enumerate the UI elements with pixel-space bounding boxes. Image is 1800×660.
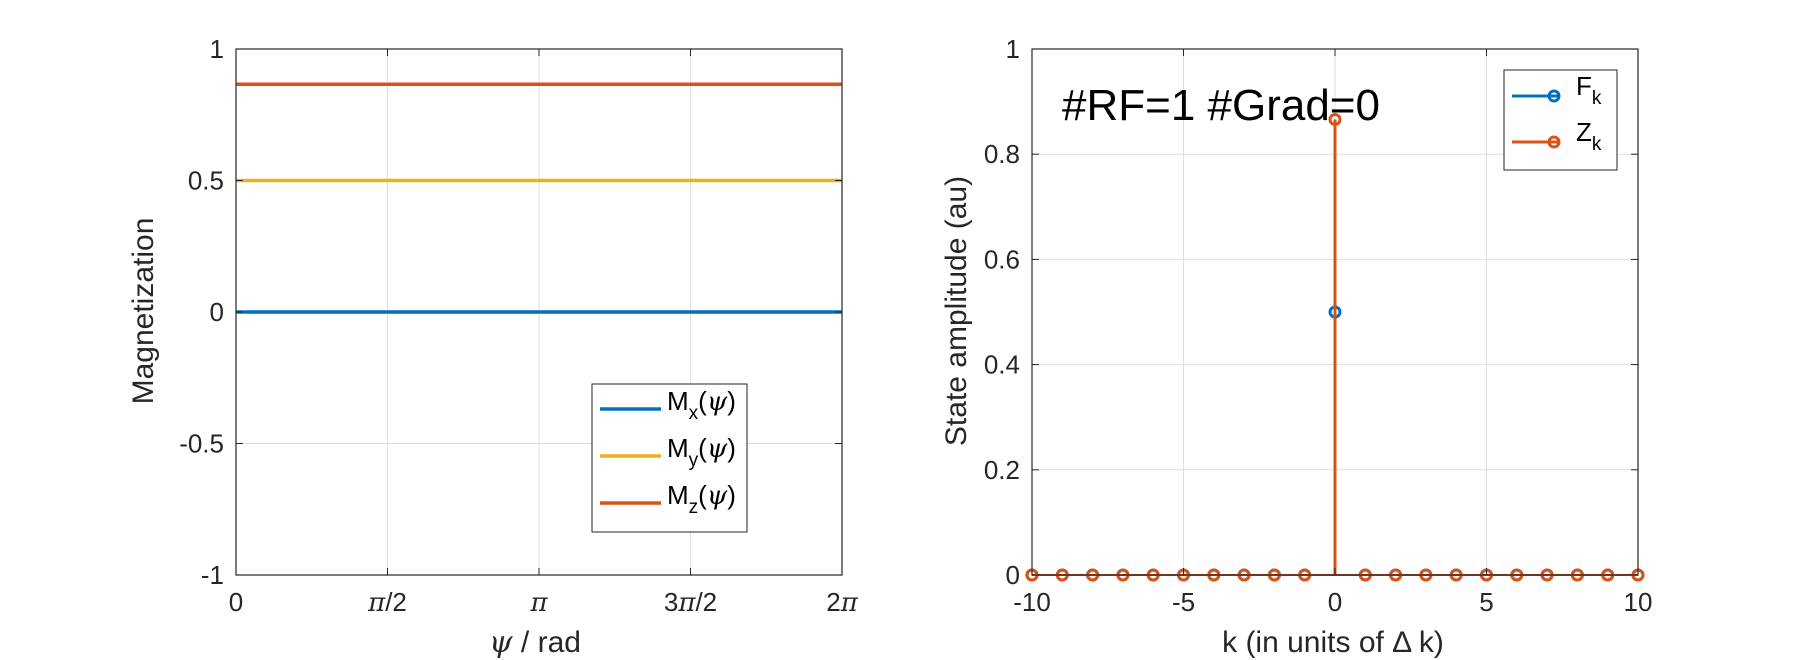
legend-label: Fk bbox=[1576, 71, 1602, 109]
state-amplitude-ticks: -10 -5 0 5 10 0 0.2 0.4 0.6 0.8 1 bbox=[984, 34, 1653, 617]
y-axis-label: State amplitude (au) bbox=[940, 176, 973, 446]
y-tick-label: 0.8 bbox=[984, 139, 1020, 169]
y-tick-label: 0.4 bbox=[984, 350, 1020, 380]
x-tick-label: 0 bbox=[1328, 587, 1342, 617]
y-tick-label: 1 bbox=[1006, 34, 1020, 64]
y-axis-label: Magnetization bbox=[127, 218, 160, 405]
x-axis-label: ψ / rad bbox=[489, 625, 581, 660]
x-axis-label: k (in units of Δ k) bbox=[1222, 626, 1444, 659]
legend-label: Mx(ψ) bbox=[667, 386, 736, 424]
y-tick-label: 0 bbox=[210, 297, 224, 327]
legend-label: My(ψ) bbox=[667, 433, 736, 471]
x-tick-label: π bbox=[529, 588, 548, 618]
legend-box bbox=[1503, 69, 1618, 171]
magnetization-legend: Mx(ψ) My(ψ) Mz(ψ) bbox=[591, 383, 748, 533]
x-tick-label: -10 bbox=[1013, 587, 1051, 617]
y-tick-label: -1 bbox=[201, 560, 224, 590]
y-tick-label: 0 bbox=[1006, 560, 1020, 590]
legend-marker-F bbox=[1547, 89, 1561, 103]
x-axis-label-symbol: ψ bbox=[489, 625, 513, 660]
y-tick-label: -0.5 bbox=[179, 429, 224, 459]
magnetization-chart: 0 π/2 π 3π/2 2π -1 -0.5 0 0.5 1 Magnetization ψ /… bbox=[127, 34, 859, 660]
legend-label: Zk bbox=[1576, 117, 1602, 155]
stem-marker bbox=[1328, 112, 1342, 126]
magnetization-ticks: 0 π/2 π 3π/2 2π -1 -0.5 0 0.5 1 bbox=[179, 34, 859, 618]
y-tick-label: 0.2 bbox=[984, 455, 1020, 485]
x-tick-label: π/2 bbox=[367, 587, 407, 618]
chart-annotation: #RF=1 #Grad=0 bbox=[1062, 81, 1380, 130]
y-tick-label: 1 bbox=[210, 34, 224, 64]
x-tick-label: 5 bbox=[1479, 587, 1493, 617]
magnetization-series bbox=[236, 82, 842, 314]
x-axis-label-unit: / rad bbox=[513, 626, 581, 659]
x-tick-label: -5 bbox=[1172, 587, 1195, 617]
x-tick-label: 2π bbox=[826, 587, 858, 618]
legend-label: Mz(ψ) bbox=[667, 480, 736, 518]
legend-marker-Z bbox=[1547, 135, 1561, 149]
x-tick-label: 0 bbox=[229, 587, 243, 617]
state-amplitude-chart: -10 -5 0 5 10 0 0.2 0.4 0.6 0.8 1 #RF=1 #Grad=0 St… bbox=[940, 34, 1652, 659]
y-tick-label: 0.5 bbox=[188, 166, 224, 196]
y-tick-label: 0.6 bbox=[984, 244, 1020, 274]
x-tick-label: 3π/2 bbox=[664, 587, 717, 618]
x-tick-label: 10 bbox=[1624, 587, 1653, 617]
state-amplitude-legend: Fk Zk bbox=[1503, 69, 1618, 171]
